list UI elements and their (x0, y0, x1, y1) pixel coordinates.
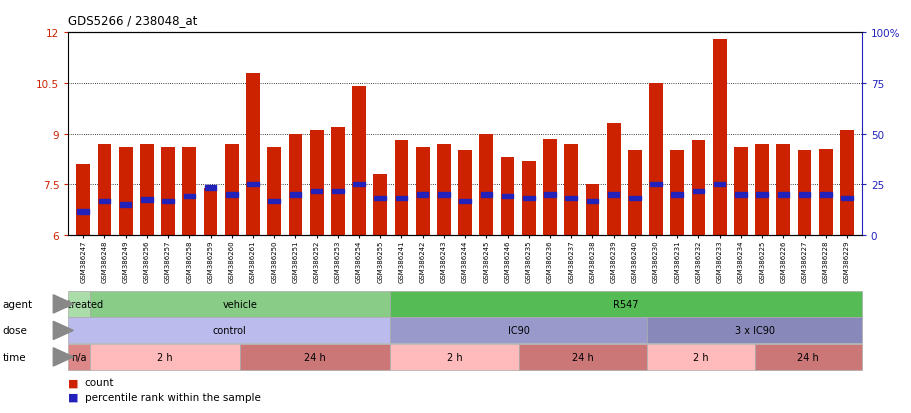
Bar (500, 158, 514, 235)
Text: 24 h: 24 h (303, 352, 325, 362)
Text: n/a: n/a (71, 352, 87, 362)
Bar (98, 199, 110, 204)
Bar (119, 203, 131, 207)
Bar (839, 131, 853, 235)
Text: 2 h: 2 h (692, 352, 708, 362)
Bar (565, 196, 577, 200)
Bar (416, 193, 428, 197)
Text: untreated: untreated (55, 299, 103, 309)
Bar (457, 151, 472, 235)
Text: control: control (212, 325, 246, 336)
Bar (310, 131, 323, 235)
Bar (501, 195, 513, 199)
Text: vehicle: vehicle (222, 299, 257, 309)
Bar (118, 148, 132, 235)
Text: ■: ■ (68, 377, 79, 387)
Bar (267, 148, 281, 235)
Bar (542, 139, 557, 235)
Bar (818, 150, 832, 235)
Bar (777, 193, 788, 197)
Bar (713, 183, 724, 187)
Text: 2 h: 2 h (157, 352, 172, 362)
Bar (607, 193, 619, 197)
Bar (459, 199, 470, 204)
Bar (733, 148, 747, 235)
Text: ■: ■ (68, 392, 79, 402)
Bar (692, 190, 703, 194)
Bar (798, 193, 810, 197)
Bar (332, 190, 343, 194)
Text: percentile rank within the sample: percentile rank within the sample (85, 392, 261, 402)
Bar (140, 145, 154, 235)
Bar (754, 145, 768, 235)
Bar (395, 196, 407, 200)
Bar (161, 148, 175, 235)
Text: 2 h: 2 h (446, 352, 462, 362)
Bar (182, 148, 196, 235)
Bar (691, 141, 704, 235)
Bar (77, 165, 90, 235)
Text: 24 h: 24 h (796, 352, 818, 362)
Bar (521, 161, 535, 235)
Bar (77, 210, 89, 214)
Bar (629, 196, 640, 200)
Bar (373, 175, 387, 235)
Bar (522, 196, 534, 200)
Bar (247, 183, 259, 187)
Text: time: time (3, 352, 26, 362)
Bar (606, 124, 619, 235)
Bar (436, 145, 450, 235)
Text: IC90: IC90 (507, 325, 529, 336)
Bar (394, 141, 408, 235)
Bar (97, 145, 111, 235)
Bar (755, 193, 767, 197)
Bar (585, 185, 599, 235)
Text: dose: dose (3, 325, 27, 336)
Text: 24 h: 24 h (571, 352, 593, 362)
Text: R547: R547 (612, 299, 638, 309)
Bar (670, 151, 683, 235)
Bar (650, 183, 661, 187)
Bar (628, 151, 641, 235)
Bar (353, 183, 364, 187)
Text: count: count (85, 377, 114, 387)
Bar (437, 193, 449, 197)
Bar (670, 193, 682, 197)
Bar (797, 151, 811, 235)
Bar (480, 193, 492, 197)
Bar (712, 40, 726, 235)
Bar (226, 193, 237, 197)
Bar (564, 145, 578, 235)
Bar (288, 134, 302, 235)
Bar (479, 134, 493, 235)
Bar (374, 196, 385, 200)
Bar (544, 193, 555, 197)
Bar (352, 87, 365, 235)
Bar (311, 190, 322, 194)
Bar (162, 199, 174, 204)
Bar (840, 196, 852, 200)
Bar (649, 84, 662, 235)
Bar (225, 145, 239, 235)
Bar (586, 199, 598, 204)
Bar (290, 193, 301, 197)
Bar (205, 186, 216, 190)
Bar (734, 193, 746, 197)
Bar (246, 74, 260, 235)
Bar (819, 193, 831, 197)
Bar (775, 145, 789, 235)
Text: GDS5266 / 238048_at: GDS5266 / 238048_at (68, 14, 198, 27)
Bar (183, 195, 195, 199)
Bar (415, 148, 429, 235)
Text: 3 x IC90: 3 x IC90 (734, 325, 773, 336)
Text: agent: agent (3, 299, 33, 309)
Bar (141, 198, 152, 202)
Bar (268, 199, 280, 204)
Bar (331, 128, 344, 235)
Bar (203, 188, 217, 235)
